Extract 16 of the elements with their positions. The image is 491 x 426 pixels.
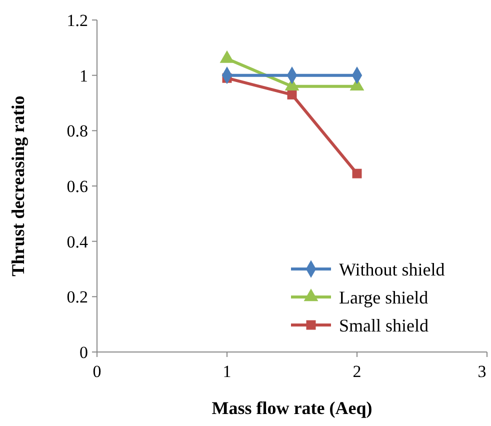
y-tick-label: 1 bbox=[80, 66, 88, 86]
y-axis-title: Thrust decreasing ratio bbox=[8, 96, 28, 276]
y-tick-label: 1.2 bbox=[66, 10, 88, 30]
y-tick-label: 0.2 bbox=[66, 288, 88, 307]
x-tick-label: 2 bbox=[352, 362, 362, 381]
legend-label: Without shield bbox=[339, 259, 445, 280]
y-tick-label: 0.8 bbox=[66, 122, 88, 141]
x-tick-label: 0 bbox=[92, 362, 102, 381]
legend-label: Small shield bbox=[339, 315, 428, 336]
x-tick-label: 1 bbox=[222, 362, 232, 381]
legend-label: Large shield bbox=[339, 287, 428, 308]
y-tick-label: 0.6 bbox=[66, 176, 88, 196]
x-axis-title: Mass flow rate (Aeq) bbox=[212, 398, 372, 418]
y-tick-label: 0.4 bbox=[66, 232, 88, 252]
y-tick-label: 0 bbox=[80, 342, 88, 362]
x-tick-label: 3 bbox=[478, 362, 486, 381]
